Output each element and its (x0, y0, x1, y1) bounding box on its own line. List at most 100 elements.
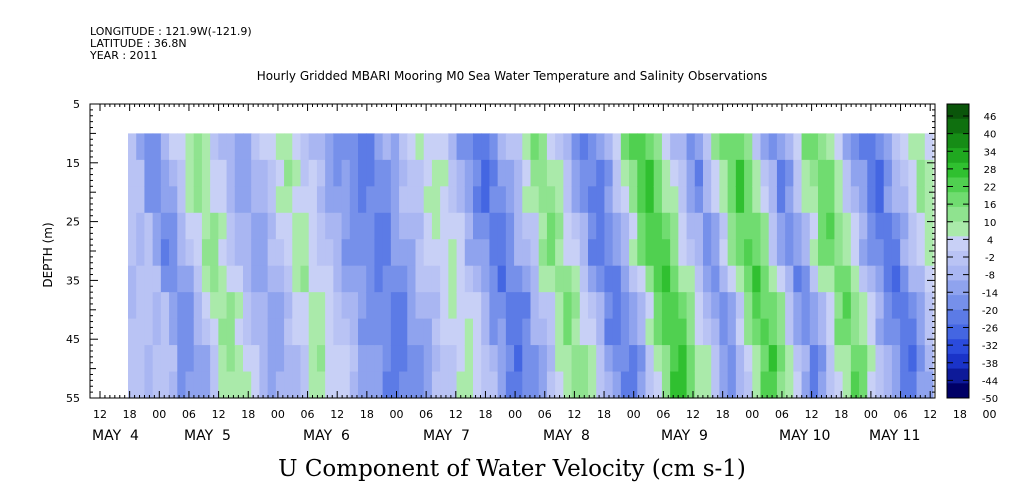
heatmap-cell (226, 133, 236, 161)
heatmap-cell (776, 345, 786, 373)
heatmap-cell (514, 239, 523, 267)
heatmap-cell (686, 345, 696, 373)
heatmap-cell (612, 345, 622, 373)
heatmap-cell (686, 239, 696, 267)
heatmap-cell (908, 133, 918, 161)
heatmap-cell (382, 133, 392, 161)
heatmap-cell (785, 265, 794, 293)
heatmap-cell (440, 318, 449, 346)
heatmap-cell (563, 186, 573, 214)
heatmap-cell (382, 265, 392, 293)
heatmap-cell (243, 212, 252, 240)
colorbar-label: 34 (984, 147, 997, 158)
heatmap-cell (629, 133, 638, 161)
heatmap-cell (588, 345, 597, 373)
heatmap-cell (431, 239, 441, 267)
heatmap-cell (390, 318, 400, 346)
heatmap-cell (661, 239, 671, 267)
colorbar-label: -44 (982, 376, 998, 387)
heatmap-cell (152, 371, 162, 399)
x-hour-label: 12 (93, 408, 107, 421)
heatmap-cell (464, 159, 474, 187)
heatmap-cell (522, 212, 532, 240)
colorbar-swatch (947, 221, 969, 237)
heatmap-cell (390, 345, 400, 373)
heatmap-cell (801, 345, 811, 373)
heatmap-cell (809, 212, 819, 240)
heatmap-cell (481, 371, 491, 399)
heatmap-cell (251, 186, 261, 214)
heatmap-cell (177, 186, 187, 214)
heatmap-cell (809, 292, 819, 320)
heatmap-cell (760, 212, 770, 240)
heatmap-cell (341, 133, 351, 161)
heatmap-cell (850, 265, 860, 293)
heatmap-cell (883, 371, 893, 399)
heatmap-cell (464, 345, 474, 373)
heatmap-cell (735, 318, 745, 346)
heatmap-cell (826, 212, 836, 240)
heatmap-cell (292, 212, 302, 240)
heatmap-cell (637, 133, 647, 161)
heatmap-cell (366, 186, 376, 214)
heatmap-cell (834, 159, 844, 187)
heatmap-cell (234, 318, 244, 346)
heatmap-cell (325, 133, 334, 161)
heatmap-cell (916, 292, 926, 320)
heatmap-cell (201, 239, 211, 267)
heatmap-cell (210, 133, 219, 161)
heatmap-cell (259, 318, 269, 346)
heatmap-cell (399, 133, 408, 161)
x-hour-label: 12 (212, 408, 226, 421)
heatmap-cell (793, 292, 803, 320)
heatmap-cell (604, 371, 614, 399)
heatmap-cell (440, 212, 449, 240)
heatmap-cell (374, 133, 384, 161)
heatmap-cell (670, 371, 679, 399)
heatmap-cell (785, 345, 794, 373)
heatmap-cell (226, 212, 236, 240)
heatmap-cell (275, 265, 285, 293)
heatmap-cell (867, 159, 877, 187)
heatmap-cell (259, 265, 269, 293)
heatmap-cell (251, 318, 261, 346)
heatmap-cell (489, 371, 499, 399)
heatmap-cell (793, 265, 803, 293)
heatmap-cell (546, 239, 556, 267)
heatmap-cell (711, 265, 721, 293)
year-label: YEAR : 2011 (89, 49, 158, 62)
heatmap-cell (489, 345, 499, 373)
heatmap-cell (900, 345, 909, 373)
heatmap-cell (546, 318, 556, 346)
heatmap-cell (703, 345, 712, 373)
heatmap-cell (473, 265, 482, 293)
heatmap-cell (604, 318, 614, 346)
heatmap-cell (703, 239, 712, 267)
heatmap-cell (785, 159, 794, 187)
heatmap-cell (210, 159, 219, 187)
heatmap-cell (136, 239, 146, 267)
heatmap-cell (292, 265, 302, 293)
colorbar-label: 16 (984, 200, 997, 211)
x-hour-label: 00 (271, 408, 285, 421)
heatmap-cell (201, 212, 211, 240)
x-hour-label: 00 (152, 408, 166, 421)
heatmap-cell (604, 212, 614, 240)
heatmap-cell (456, 159, 466, 187)
heatmap-cell (776, 371, 786, 399)
heatmap-cell (497, 212, 507, 240)
heatmap-cell (333, 212, 343, 240)
heatmap-cell (850, 212, 860, 240)
heatmap-cell (563, 265, 573, 293)
heatmap-cell (859, 345, 868, 373)
heatmap-cell (719, 371, 729, 399)
heatmap-cell (464, 239, 474, 267)
heatmap-cell (169, 292, 178, 320)
heatmap-cell (785, 318, 794, 346)
heatmap-cell (284, 345, 293, 373)
heatmap-cell (243, 133, 252, 161)
heatmap-cell (653, 265, 663, 293)
heatmap-cell (210, 292, 219, 320)
heatmap-cell (169, 345, 178, 373)
x-hour-label: 00 (745, 408, 759, 421)
